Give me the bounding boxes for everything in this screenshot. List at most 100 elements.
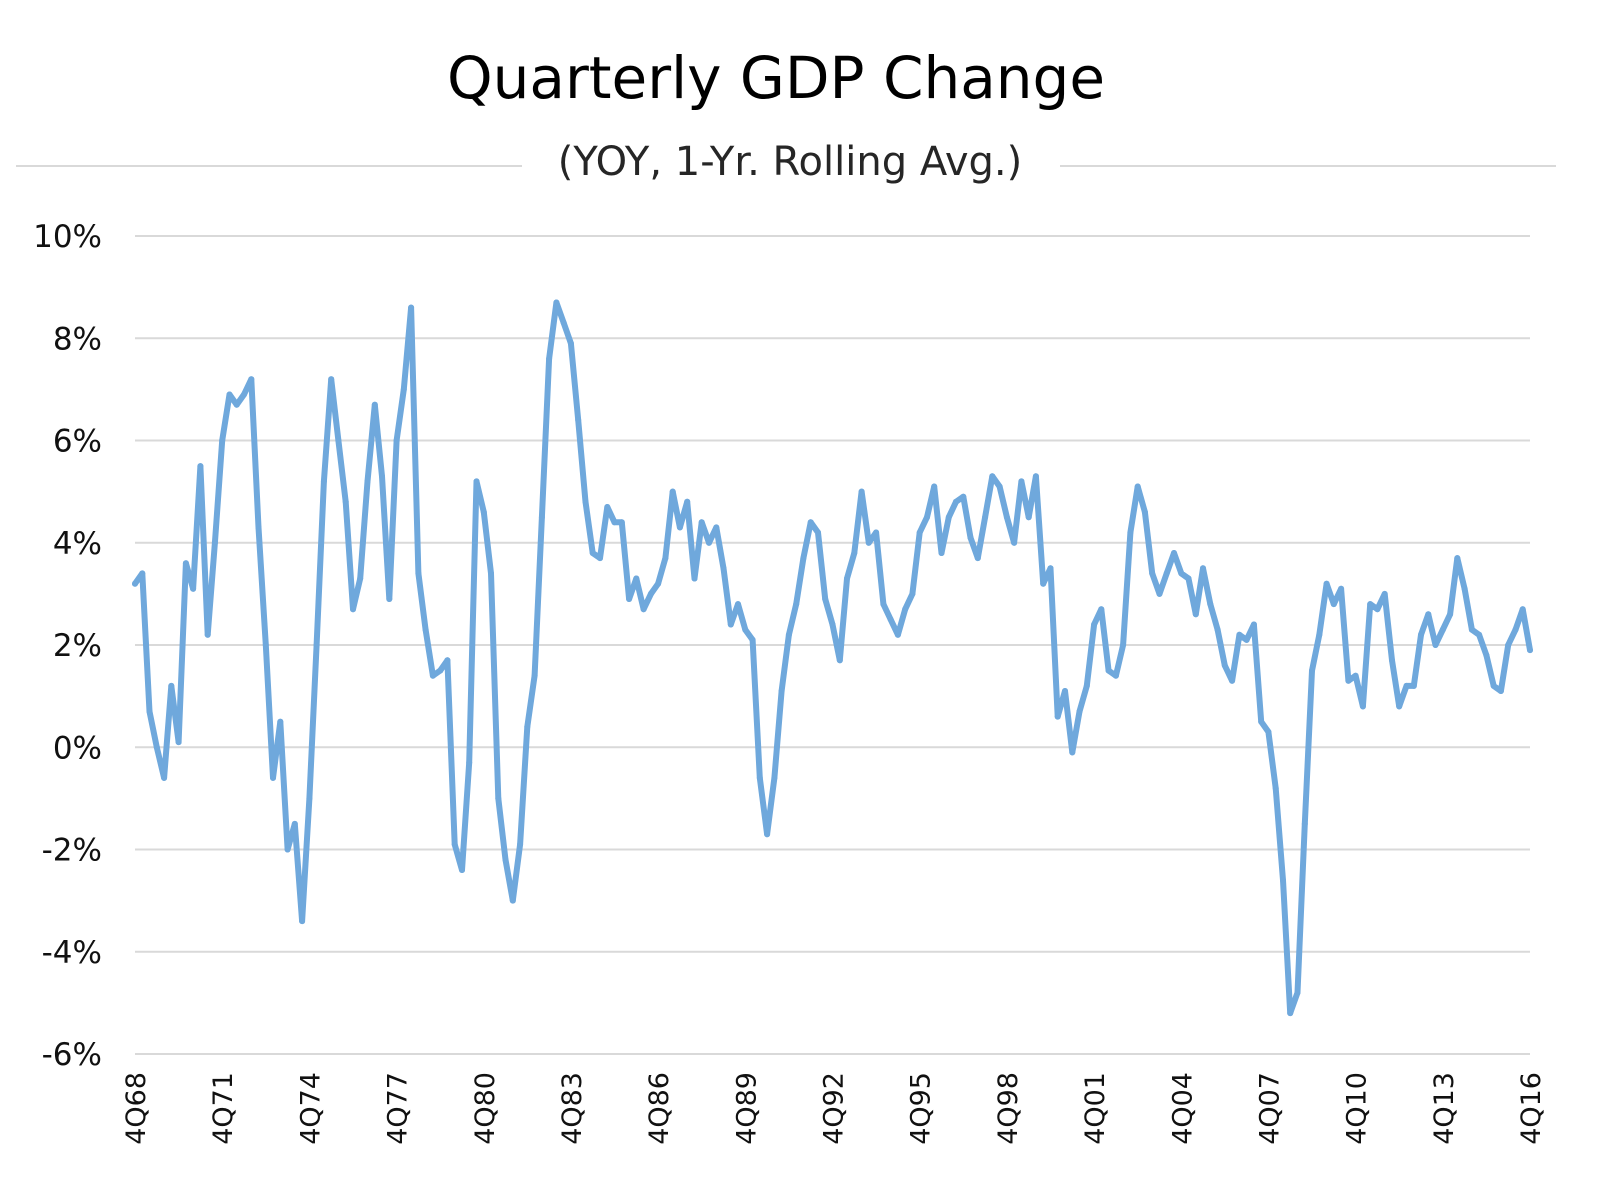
gdp-change-point [168, 682, 175, 689]
gdp-change-point [800, 555, 807, 562]
x-tick-label: 4Q89 [731, 1072, 762, 1145]
gdp-change-point [691, 575, 698, 582]
gdp-change-point [1192, 611, 1199, 618]
gdp-change-point [815, 529, 821, 536]
x-tick-label: 4Q68 [121, 1072, 152, 1145]
gdp-change-point [277, 718, 284, 725]
gdp-change-point [1345, 677, 1352, 684]
chart-subtitle: (YOY, 1-Yr. Rolling Avg.) [558, 139, 1022, 185]
gdp-change-point [582, 498, 589, 505]
gdp-change-point [291, 820, 298, 827]
gdp-change-point [1185, 575, 1192, 582]
gdp-change-point [735, 601, 741, 608]
x-tick-label: 4Q95 [906, 1072, 937, 1145]
gdp-change-point [676, 524, 683, 531]
gdp-change-point [604, 504, 611, 510]
gdp-change-point [1236, 631, 1243, 638]
gdp-change-point [284, 846, 291, 853]
gdp-change-point [393, 437, 400, 444]
x-tick-label: 4Q77 [383, 1072, 414, 1145]
gdp-change-point [924, 514, 930, 521]
gdp-change-point [466, 759, 473, 766]
gdp-change-point [713, 524, 720, 531]
gdp-change-point [1069, 749, 1076, 756]
gdp-change-point [161, 774, 168, 781]
x-tick-label: 4Q01 [1080, 1072, 1111, 1145]
gdp-change-point [887, 616, 894, 623]
gdp-change-point [524, 723, 531, 730]
gdp-change-point [771, 774, 778, 781]
gdp-change-point [1280, 877, 1286, 884]
gdp-change-point [320, 478, 327, 485]
gdp-change-point [1003, 514, 1010, 521]
y-tick-label: 8% [53, 321, 102, 357]
gdp-change-point [255, 524, 262, 531]
gdp-change-point [429, 672, 436, 679]
gdp-change-point [1418, 631, 1424, 638]
gdp-change-point [836, 657, 843, 664]
gdp-change-point [1425, 611, 1432, 618]
gdp-change-point [502, 856, 509, 863]
gdp-change-point [1309, 667, 1315, 674]
gdp-change-point [851, 550, 858, 556]
gdp-change-point [894, 631, 901, 638]
gdp-change-point [1127, 529, 1134, 536]
gdp-change-point [626, 596, 633, 602]
gdp-change-point [778, 688, 785, 694]
gdp-change-point [1527, 647, 1533, 654]
gdp-change-point [1105, 667, 1112, 674]
gdp-change-point [953, 498, 959, 505]
gdp-change-point [444, 657, 451, 664]
gdp-change-point [873, 529, 880, 536]
gdp-change-point [233, 401, 240, 408]
gdp-change-point [1454, 555, 1461, 562]
gdp-change-point [473, 478, 480, 485]
gdp-change-point [945, 514, 952, 521]
gdp-change-point [960, 493, 967, 500]
gdp-change-point [1476, 631, 1483, 638]
x-tick-label: 4Q71 [208, 1072, 239, 1145]
gdp-change-point [764, 831, 771, 838]
gdp-change-point [1403, 682, 1410, 689]
gdp-change-point [1447, 611, 1454, 618]
gdp-change-point [720, 565, 727, 572]
gdp-change-point [1134, 483, 1141, 490]
gdp-change-point [618, 519, 625, 526]
gdp-change-point [1243, 636, 1250, 643]
gdp-change-point [480, 509, 487, 516]
gdp-change-point [509, 897, 516, 904]
gdp-change-point [1396, 703, 1403, 710]
gdp-change-point [1381, 590, 1388, 597]
gdp-change-point [1272, 785, 1279, 792]
gdp-change-point [197, 463, 204, 470]
gdp-change-point [916, 529, 923, 536]
gdp-change-point [1207, 601, 1214, 608]
gdp-change-point [1352, 672, 1359, 679]
gdp-change-point [1163, 570, 1170, 577]
gdp-change-point [793, 601, 800, 608]
gdp-change-point [1367, 601, 1374, 608]
gdp-change-point [785, 631, 792, 638]
gdp-change-point [437, 667, 444, 674]
gdp-change-point [1040, 580, 1047, 587]
x-tick-label: 4Q80 [470, 1072, 501, 1145]
x-tick-label: 4Q98 [993, 1072, 1024, 1145]
gdp-change-point [182, 560, 189, 567]
gdp-change-point [742, 626, 749, 633]
gdp-change-point [1076, 708, 1083, 715]
x-tick-label: 4Q74 [295, 1072, 326, 1145]
gdp-change-point [357, 575, 364, 582]
gdp-change-point [655, 580, 662, 587]
gdp-change-point [1389, 657, 1395, 664]
gdp-change-point [1200, 565, 1206, 572]
gdp-change-point [807, 519, 814, 526]
gdp-change-point [1483, 652, 1490, 659]
y-tick-label: -4% [42, 935, 102, 971]
gdp-change-point [146, 708, 153, 715]
gdp-change-point [865, 539, 872, 546]
y-tick-label: 4% [53, 526, 102, 562]
gdp-change-point [400, 386, 407, 393]
gdp-change-point [371, 401, 378, 408]
x-tick-label: 4Q83 [557, 1072, 588, 1145]
gdp-change-point [996, 483, 1003, 490]
